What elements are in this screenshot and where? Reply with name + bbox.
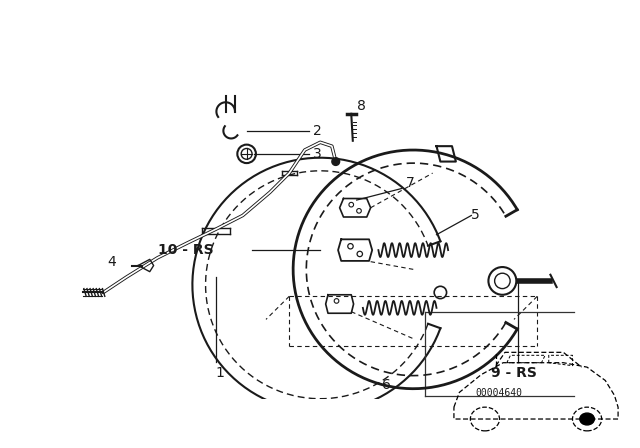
Text: 3: 3: [312, 147, 321, 161]
Text: 1: 1: [216, 366, 225, 380]
Circle shape: [332, 158, 340, 165]
Text: 8: 8: [358, 99, 366, 113]
Text: 6: 6: [382, 378, 391, 392]
Text: 5: 5: [472, 208, 480, 223]
Text: 10 - RS: 10 - RS: [157, 243, 213, 257]
Text: 4: 4: [107, 254, 116, 269]
Text: 7: 7: [406, 176, 414, 190]
Text: 9 - RS: 9 - RS: [491, 366, 536, 380]
Text: 00004640: 00004640: [476, 388, 523, 397]
Circle shape: [580, 413, 595, 425]
Text: 2: 2: [312, 124, 321, 138]
